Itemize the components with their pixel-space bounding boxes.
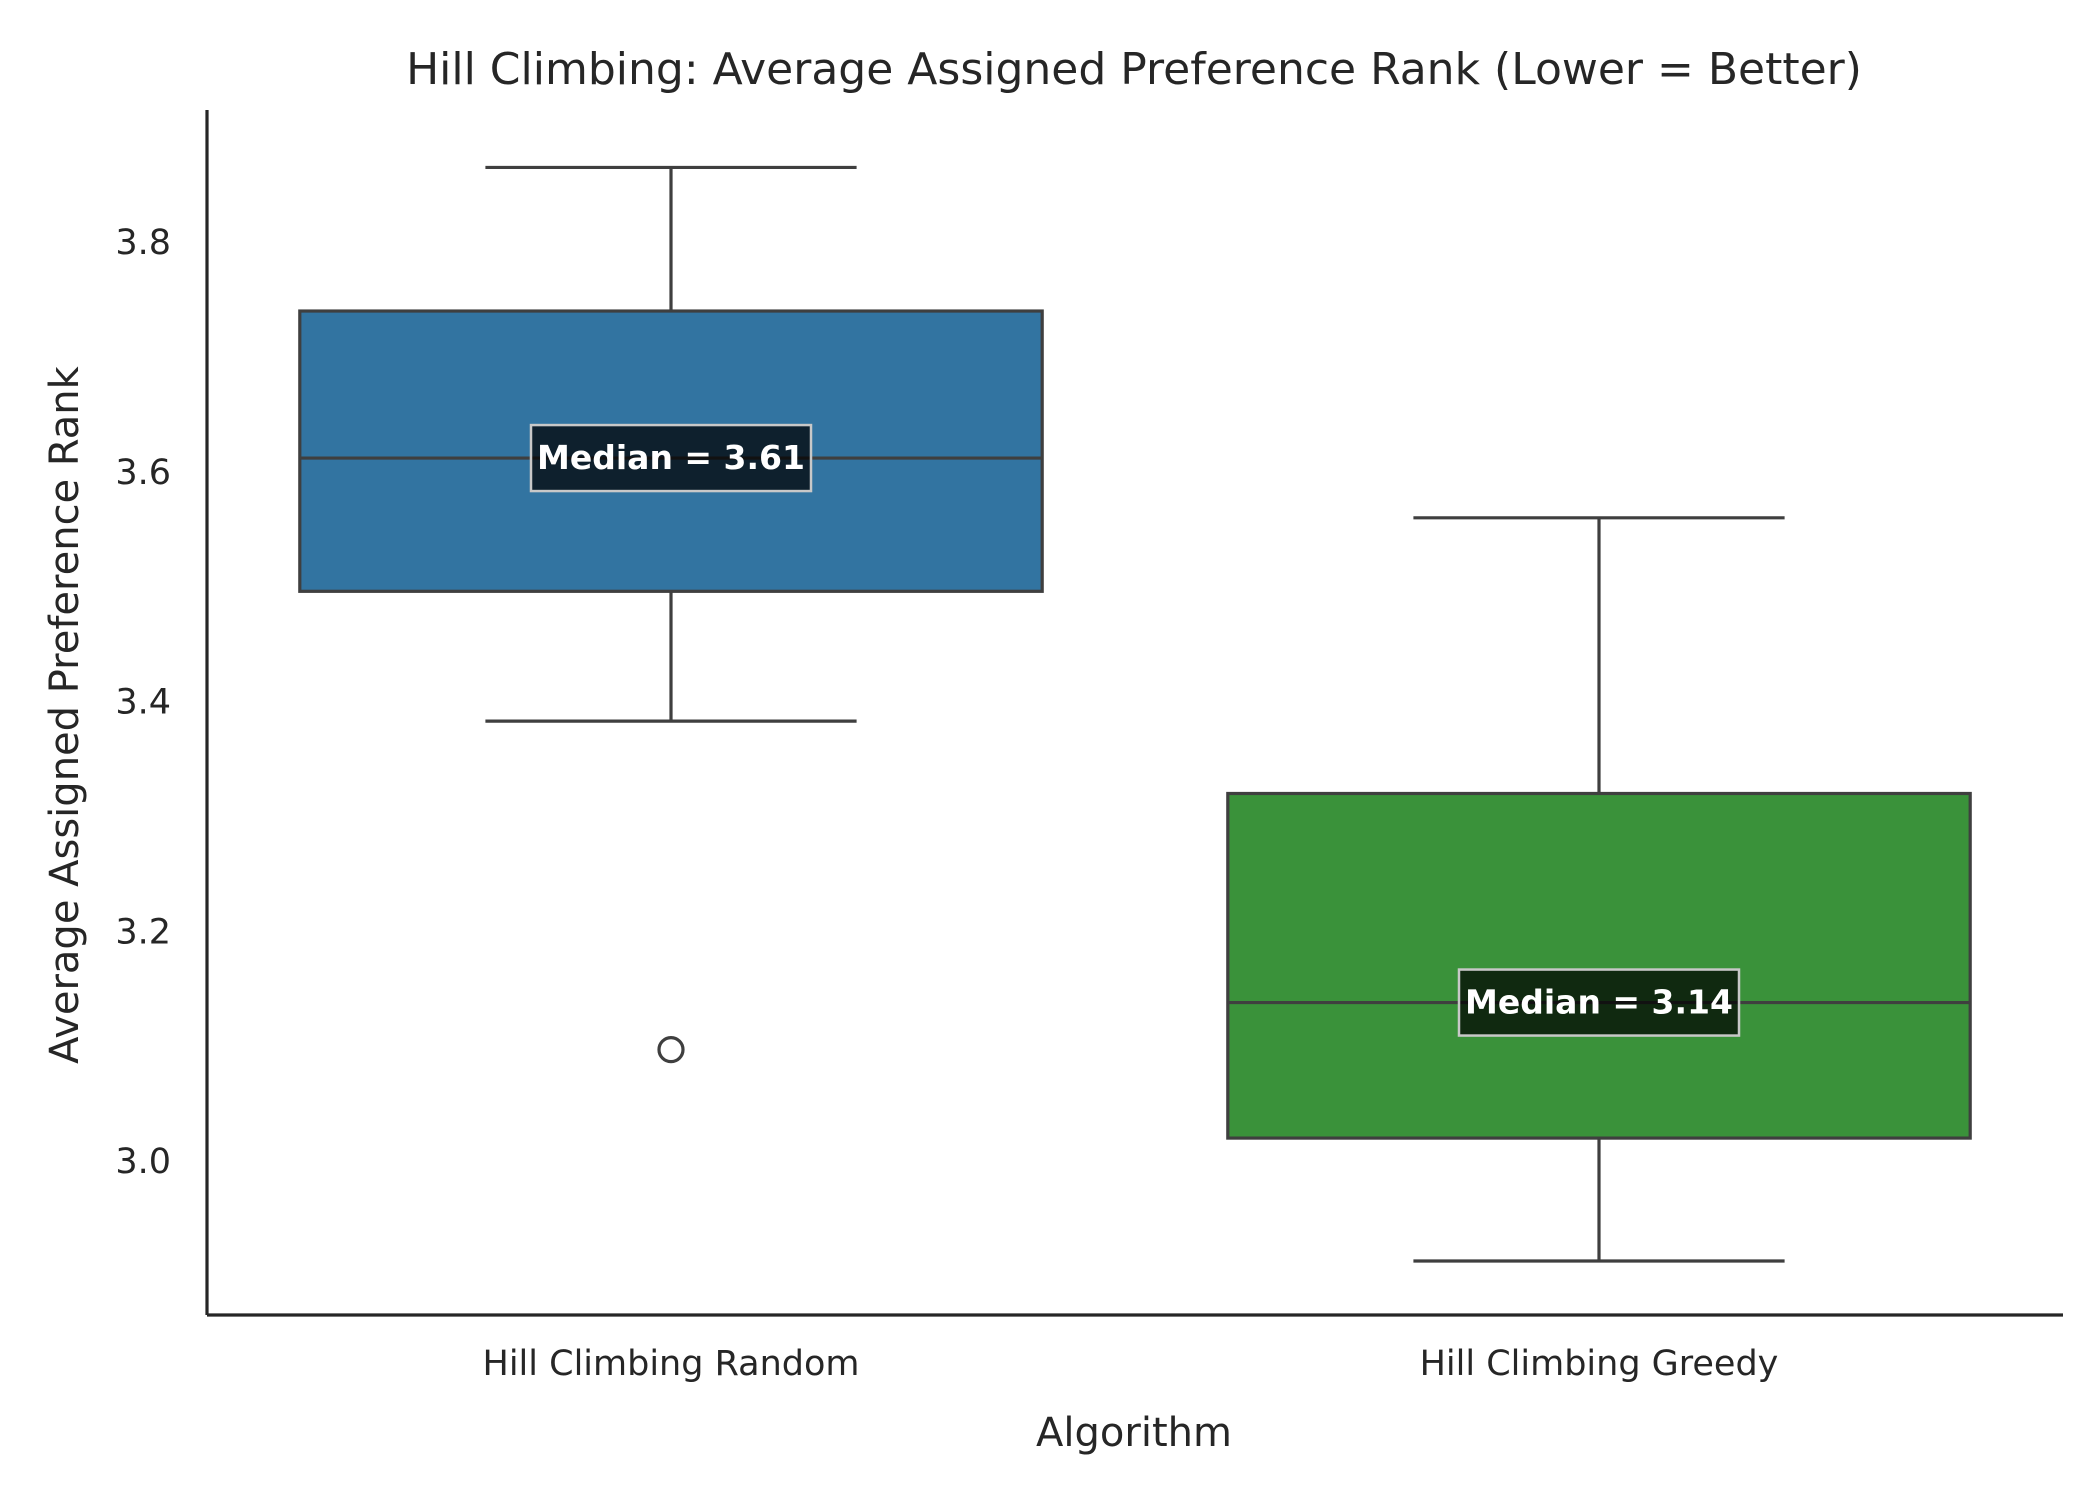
median-label-box xyxy=(529,423,813,493)
y-tick-label: 3.6 xyxy=(115,453,171,493)
box-iqr xyxy=(298,309,1044,593)
median-label-box xyxy=(1457,968,1741,1037)
y-axis-label: Average Assigned Preference Rank xyxy=(42,365,88,1063)
median-label: Median = 3.61 xyxy=(537,438,805,477)
x-tick-label: Hill Climbing Random xyxy=(483,1344,860,1384)
outlier-point xyxy=(657,1036,685,1064)
y-tick-label: 3.4 xyxy=(115,683,171,723)
median-label: Median = 3.14 xyxy=(1465,983,1733,1022)
x-axis-label: Algorithm xyxy=(1036,1410,1232,1456)
y-tick-label: 3.8 xyxy=(115,223,171,263)
y-tick-label: 3.2 xyxy=(115,912,171,952)
y-tick-label: 3.0 xyxy=(115,1142,171,1182)
x-tick-label: Hill Climbing Greedy xyxy=(1420,1344,1779,1384)
plot-area: 3.0 3.2 3.4 3.6 3.8 Hill Climbing Random Hill … xyxy=(115,110,2063,1384)
box-iqr xyxy=(1226,791,1972,1140)
chart-title: Hill Climbing: Average Assigned Preferen… xyxy=(406,44,1862,95)
